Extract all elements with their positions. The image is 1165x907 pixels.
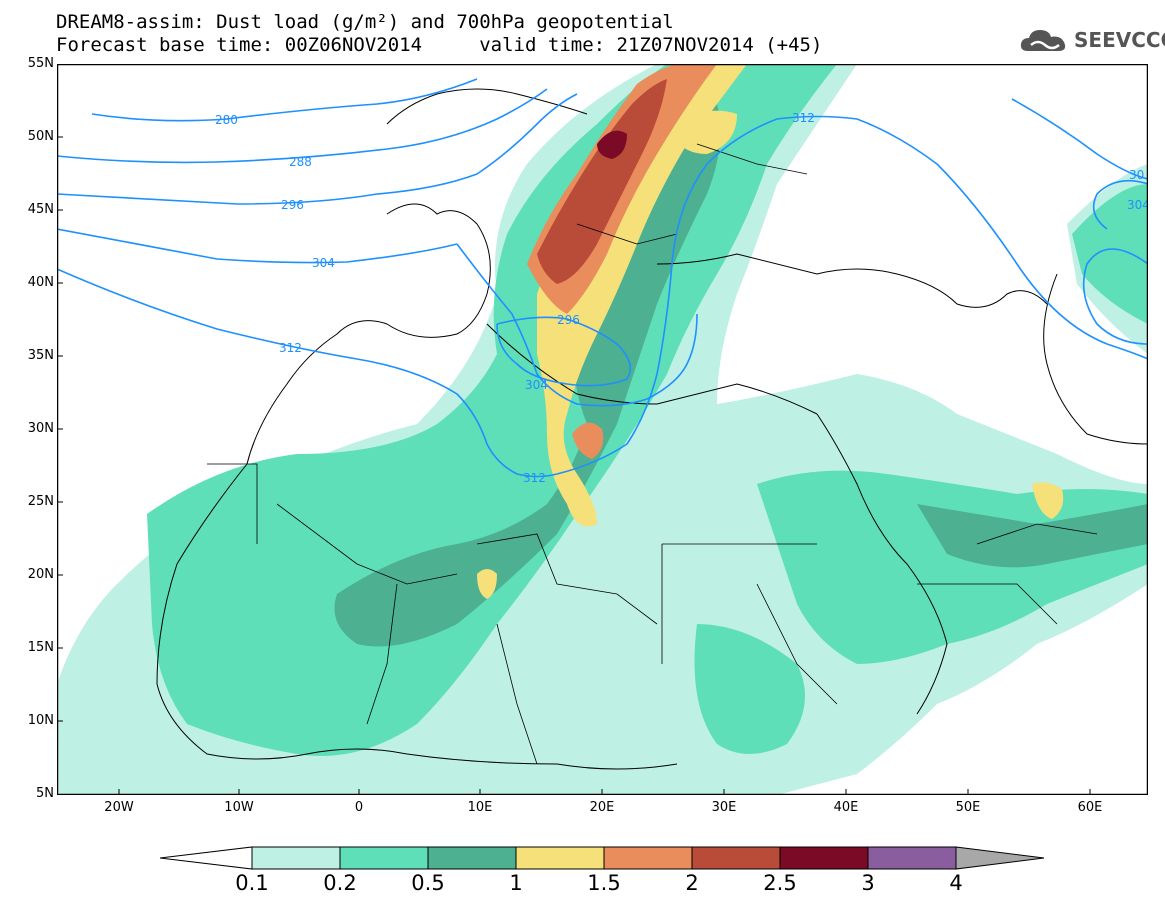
colorbar-swatch <box>779 846 869 870</box>
contour-30-east <box>1092 179 1148 230</box>
lat-label: 10N <box>27 713 54 728</box>
forecast-times: Forecast base time: 00Z06NOV2014 valid t… <box>56 34 823 56</box>
colorbar-swatch <box>955 846 1045 870</box>
contour-label: 304 <box>1127 198 1148 212</box>
contour-labels: 280 288 296 304 312 312 296 304 312 30 3… <box>215 111 1148 485</box>
lat-label: 20N <box>27 567 54 582</box>
colorbar-swatch <box>691 846 781 870</box>
contour-304-east <box>1082 248 1148 345</box>
colorbar-swatch <box>603 846 693 870</box>
contour-label: 304 <box>525 378 548 392</box>
contour-east-north <box>1011 98 1148 180</box>
contour-312-west <box>57 268 558 478</box>
colorbar-label: 0.2 <box>323 871 357 895</box>
lon-label: 10E <box>467 800 493 815</box>
colorbar-swatch <box>251 846 341 870</box>
cloud-logo-icon <box>1020 30 1066 51</box>
lon-label: 30E <box>711 800 737 815</box>
colorbar-label: 0.1 <box>235 871 269 895</box>
country-borders <box>207 143 1098 765</box>
colorbar-label: 1 <box>509 871 523 895</box>
colorbar-label: 1.5 <box>587 871 621 895</box>
lat-label: 35N <box>27 348 54 363</box>
contour-label: 288 <box>289 155 312 169</box>
lon-label: 0 <box>354 800 364 815</box>
colorbar-swatch <box>515 846 605 870</box>
colorbar-swatch <box>160 846 253 870</box>
lon-label: 20W <box>104 800 134 815</box>
contour-304 <box>57 228 458 264</box>
lat-label: 50N <box>27 129 54 144</box>
lon-label: 60E <box>1077 800 1103 815</box>
contour-label: 312 <box>279 341 302 355</box>
contour-label: 312 <box>792 111 815 125</box>
contour-280 <box>91 78 478 122</box>
lon-label: 10W <box>224 800 254 815</box>
contour-label: 296 <box>281 198 304 212</box>
contour-label: 280 <box>215 113 238 127</box>
logo-text: SEEVCCC <box>1074 28 1165 52</box>
colorbar-label: 2.5 <box>763 871 797 895</box>
dust-load-map: 280 288 296 304 312 312 296 304 312 30 3… <box>57 64 1148 795</box>
colorbar-swatch <box>339 846 429 870</box>
logo: SEEVCCC <box>1018 25 1165 57</box>
dust-shading-2.5 <box>597 130 627 159</box>
contour-label: 30 <box>1129 168 1144 182</box>
contour-label: 304 <box>312 256 335 270</box>
coastlines <box>156 88 1148 770</box>
colorbar <box>160 846 1045 870</box>
colorbar-swatch <box>427 846 517 870</box>
lon-label: 50E <box>955 800 981 815</box>
lat-label: 55N <box>27 56 54 71</box>
lat-label: 5N <box>36 786 54 801</box>
lat-label: 15N <box>27 640 54 655</box>
lat-label: 30N <box>27 421 54 436</box>
geopotential-contours <box>57 78 1148 478</box>
colorbar-label: 0.5 <box>411 871 445 895</box>
colorbar-label: 3 <box>861 871 875 895</box>
lon-label: 40E <box>833 800 859 815</box>
colorbar-swatch <box>867 846 957 870</box>
lat-label: 40N <box>27 275 54 290</box>
contour-296 <box>57 93 578 205</box>
colorbar-label: 4 <box>949 871 963 895</box>
contour-288 <box>57 88 548 164</box>
contour-296-south <box>496 316 632 387</box>
contour-312-east <box>556 115 1148 475</box>
lat-label: 45N <box>27 202 54 217</box>
colorbar-label: 2 <box>685 871 699 895</box>
map-title: DREAM8-assim: Dust load (g/m²) and 700hP… <box>56 11 674 33</box>
lon-label: 20E <box>589 800 615 815</box>
contour-label: 312 <box>523 471 546 485</box>
dust-shading-2 <box>537 79 667 284</box>
contour-304-south <box>456 243 698 407</box>
lat-label: 25N <box>27 494 54 509</box>
contour-label: 296 <box>557 313 580 327</box>
